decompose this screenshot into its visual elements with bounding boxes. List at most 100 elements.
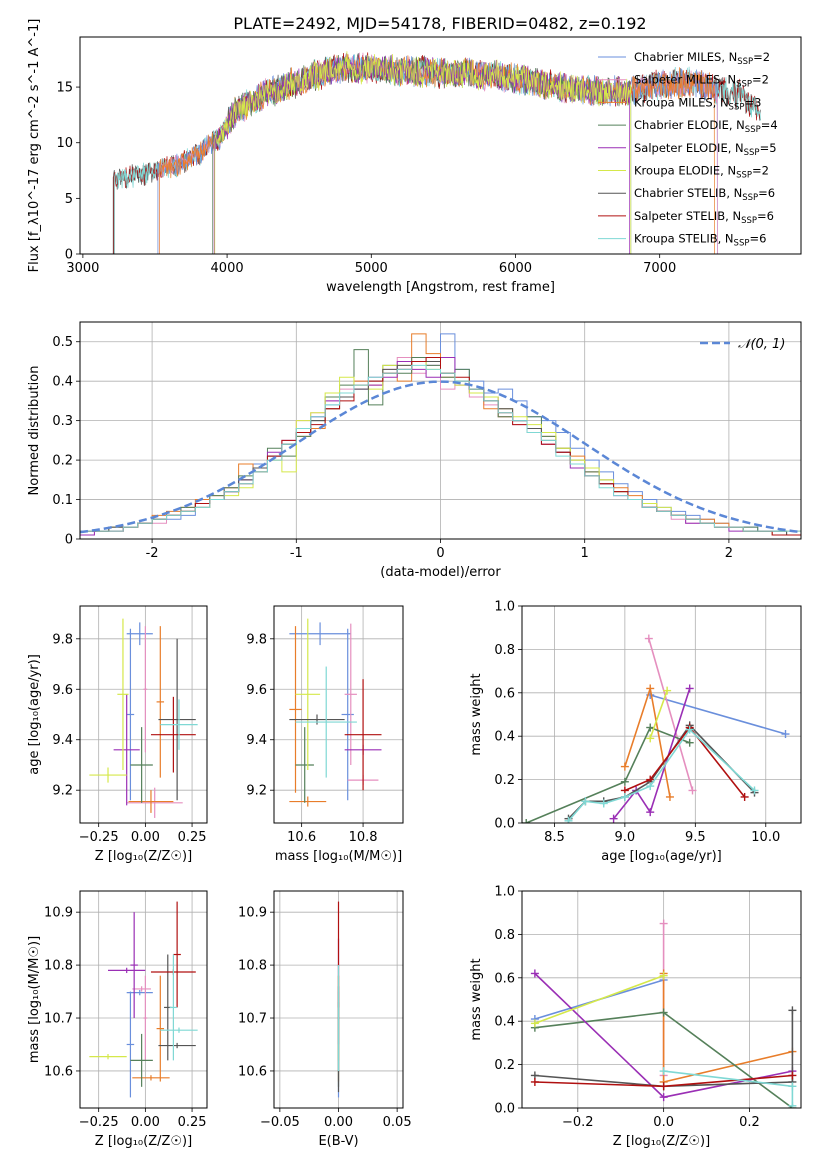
normal-reference-curve xyxy=(80,380,801,534)
y-tick-label: 0 xyxy=(65,533,73,548)
x-tick-label: 5000 xyxy=(355,261,388,276)
plot-frame xyxy=(79,321,802,540)
x-tick-label: 10.6 xyxy=(287,830,316,845)
x-tick-label: -2 xyxy=(146,546,159,561)
weight-marker xyxy=(530,1077,539,1086)
weight-marker xyxy=(740,792,749,801)
y-tick-label: 0.1 xyxy=(52,493,73,508)
legend-label-sub: SSP xyxy=(741,216,757,226)
weight-line xyxy=(534,974,664,1025)
y-tick-label: 10.8 xyxy=(238,959,267,974)
plot-frame xyxy=(273,605,404,824)
legend-label-sub: SSP xyxy=(734,239,750,249)
legend-label-main: Salpeter MILES, N xyxy=(634,73,736,87)
weight-marker xyxy=(688,786,697,795)
weight-line xyxy=(649,694,786,735)
legend-label-main: Chabrier STELIB, N xyxy=(634,186,742,200)
x-tick-label: 10.0 xyxy=(751,830,780,845)
weight-marker xyxy=(659,971,668,980)
y-tick-label: 9.6 xyxy=(246,683,267,698)
weight-marker xyxy=(659,1093,668,1102)
x-tick-label: 0.00 xyxy=(131,830,160,845)
plot-frame xyxy=(79,36,802,255)
y-tick-label: 0.8 xyxy=(494,928,515,943)
legend-label-tail: =6 xyxy=(749,232,766,246)
x-tick-label: 7000 xyxy=(643,261,676,276)
y-tick-label: 0.2 xyxy=(494,1058,515,1073)
y-tick-label: 0.6 xyxy=(494,686,515,701)
weight-marker xyxy=(646,734,655,743)
y-tick-label: 0.4 xyxy=(494,1015,515,1030)
x-tick-label: −0.25 xyxy=(79,830,119,845)
y-tick-label: 10.9 xyxy=(44,906,73,921)
legend-label-sub: SSP xyxy=(744,148,760,158)
weight-marker xyxy=(659,1008,668,1017)
y-axis-label: mass weight xyxy=(469,673,484,755)
x-tick-label: 1 xyxy=(581,546,589,561)
y-tick-label: 1.0 xyxy=(494,600,515,615)
legend-label-main: Chabrier MILES, N xyxy=(634,50,737,64)
legend-entry-label: Salpeter MILES, NSSP=2 xyxy=(634,73,769,90)
weight-marker xyxy=(620,762,629,771)
z-vs-mass-panel: −0.25 0.00 0.25 10.6 10.7 10.8 10.9 Z [log₁₀(Z/… xyxy=(27,890,208,1149)
legend-label-main: Salpeter ELODIE, N xyxy=(634,141,744,155)
weight-line xyxy=(663,1070,794,1106)
x-tick-label: 3000 xyxy=(66,261,99,276)
age-weights-panel: 8.5 9.0 9.5 10.0 0.0 0.2 0.4 0.6 0.8 1.0 age [log₁… xyxy=(469,600,802,864)
weight-series-group xyxy=(522,634,790,823)
weight-marker xyxy=(663,686,672,695)
x-axis-label: Z [log₁₀(Z/Z☉)] xyxy=(95,849,192,864)
x-tick-label: 0.00 xyxy=(131,1115,160,1130)
x-tick-label: 9.5 xyxy=(685,830,706,845)
y-axis-label: mass [log₁₀(M/M☉)] xyxy=(27,936,42,1063)
y-tick-label: 1.0 xyxy=(494,885,515,900)
legend-label-sub: SSP xyxy=(729,102,745,112)
weight-marker xyxy=(750,786,759,795)
x-tick-label: 0.00 xyxy=(324,1115,353,1130)
weight-marker xyxy=(522,819,531,823)
x-tick-label: 0.2 xyxy=(739,1115,760,1130)
legend-label-tail: =2 xyxy=(752,73,769,87)
y-tick-label: 10.6 xyxy=(44,1064,73,1079)
histogram-step xyxy=(80,364,801,539)
legend-label-tail: =3 xyxy=(744,95,761,109)
weight-marker xyxy=(685,725,694,734)
x-axis-label: Z [log₁₀(Z/Z☉)] xyxy=(613,1134,710,1149)
weight-marker xyxy=(788,1006,797,1015)
y-axis-label: mass weight xyxy=(469,958,484,1040)
y-tick-label: 0.0 xyxy=(494,1102,515,1117)
y-axis-label: Normed distribution xyxy=(27,366,42,496)
plot-frame xyxy=(521,605,802,824)
errorbar-group xyxy=(89,618,198,818)
plot-frame xyxy=(79,605,208,824)
legend-label-main: Chabrier ELODIE, N xyxy=(634,118,745,132)
spectrum-panel: 3000 4000 5000 6000 7000 0 5 10 15 wavelength [An… xyxy=(27,19,802,295)
x-tick-label: 9.0 xyxy=(615,830,636,845)
weight-marker xyxy=(609,814,618,823)
x-axis-label: Z [log₁₀(Z/Z☉)] xyxy=(95,1134,192,1149)
y-tick-label: 5 xyxy=(65,192,73,207)
legend-label-sub: SSP xyxy=(742,193,758,203)
legend-label-main: Kroupa STELIB, N xyxy=(634,232,734,246)
mass-vs-age-panel: 10.6 10.8 9.2 9.4 9.6 9.8 mass [log₁₀(M/M☉)] xyxy=(246,605,404,864)
y-tick-label: 10.9 xyxy=(238,906,267,921)
legend-entry-label: Chabrier ELODIE, NSSP=4 xyxy=(634,118,778,135)
plot-frame xyxy=(273,890,404,1109)
y-tick-label: 9.8 xyxy=(246,632,267,647)
spectrum-line xyxy=(214,51,632,254)
y-tick-label: 9.2 xyxy=(52,784,73,799)
y-tick-label: 9.4 xyxy=(52,733,73,748)
weight-marker xyxy=(646,808,655,817)
y-tick-label: 10.6 xyxy=(238,1064,267,1079)
errorbar-group xyxy=(89,901,198,1098)
y-axis-label: age [log₁₀(age/yr)] xyxy=(27,654,42,775)
y-tick-label: 10 xyxy=(56,136,73,151)
figure-title: PLATE=2492, MJD=54178, FIBERID=0482, z=0… xyxy=(233,14,646,33)
weight-marker xyxy=(685,684,694,693)
weight-line xyxy=(525,726,690,823)
x-axis-label: wavelength [Angstrom, rest frame] xyxy=(326,280,555,295)
weight-marker xyxy=(646,723,655,732)
weight-line xyxy=(624,726,746,798)
